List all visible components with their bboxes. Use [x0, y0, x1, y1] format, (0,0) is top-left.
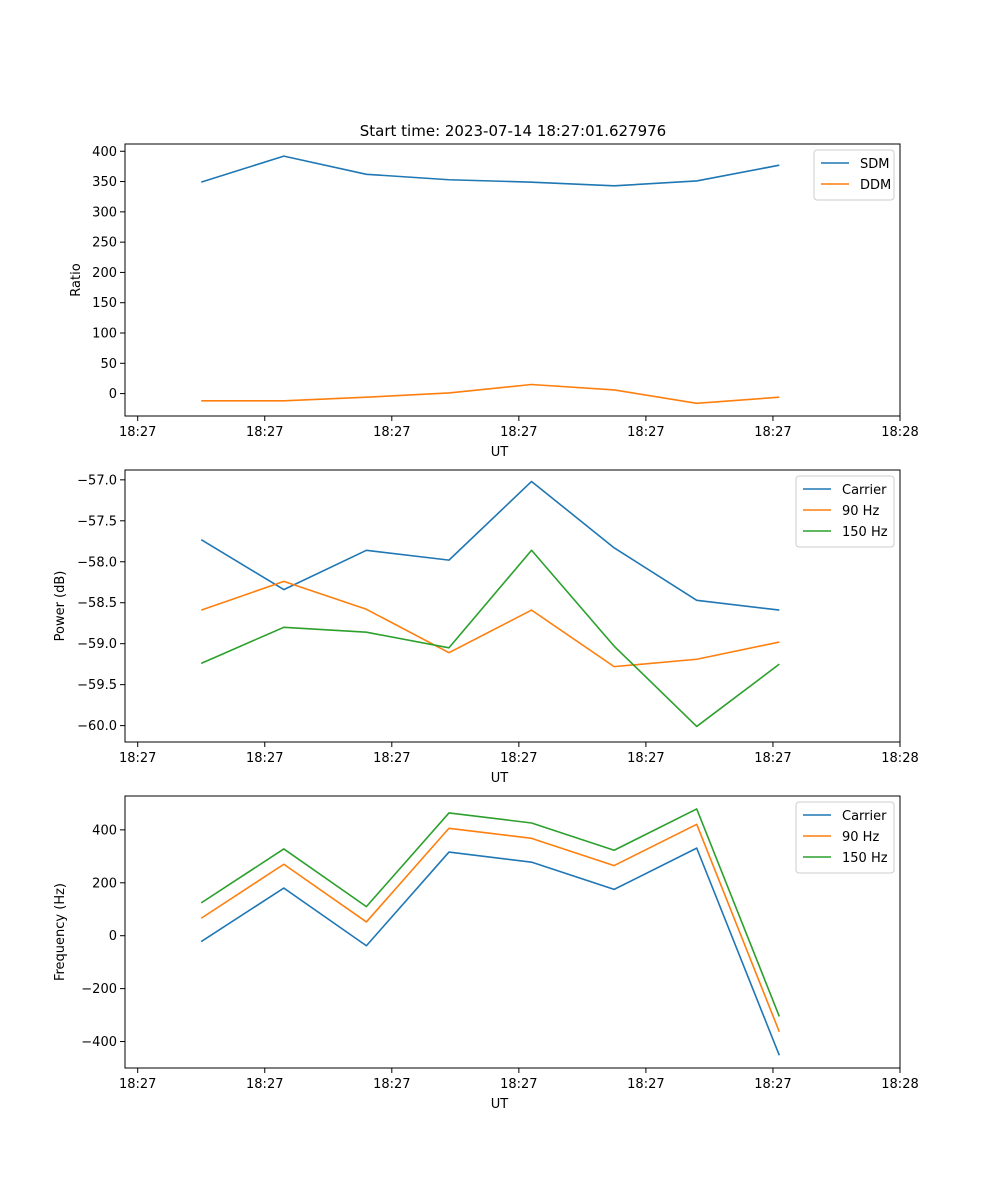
x-axis-label: UT	[491, 771, 509, 786]
x-tick-label: 18:27	[627, 1077, 664, 1092]
x-axis-label: UT	[491, 1097, 509, 1112]
x-tick-label: 18:27	[754, 751, 791, 766]
y-tick-label: −400	[81, 1035, 117, 1050]
legend-label: 90 Hz	[842, 830, 879, 845]
y-tick-label: −200	[81, 982, 117, 997]
series-line-150-hz	[200, 808, 781, 1017]
y-tick-label: 100	[92, 327, 117, 342]
y-tick-label: −58.0	[77, 555, 117, 570]
series-line-carrier	[200, 480, 780, 611]
plot-frame	[124, 143, 901, 417]
series-line-sdm	[200, 155, 780, 187]
y-axis-label: Frequency (Hz)	[53, 883, 68, 981]
x-tick-label: 18:27	[246, 425, 283, 440]
plot-frame	[124, 795, 901, 1069]
figure-title: Start time: 2023-07-14 18:27:01.627976	[360, 122, 666, 140]
legend: SDM DDM	[813, 149, 895, 201]
legend: Carrier 90 Hz 150 Hz	[795, 801, 895, 874]
series-line-150-hz	[200, 549, 780, 728]
chart-panel-1: 18:27 18:27 18:27 18:27 18:27 18:27 18:28 0 50 10…	[69, 143, 919, 460]
y-tick-label: 250	[92, 236, 117, 251]
legend-box	[795, 801, 895, 874]
y-tick-label: 50	[100, 357, 117, 372]
x-tick-label: 18:27	[754, 425, 791, 440]
y-tick-label: 200	[92, 266, 117, 281]
x-tick-label: 18:27	[500, 1077, 537, 1092]
x-tick-label: 18:27	[373, 1077, 410, 1092]
y-tick-label: −60.0	[77, 719, 117, 734]
y-tick-label: 350	[92, 175, 117, 190]
x-tick-label: 18:27	[246, 1077, 283, 1092]
legend-box	[795, 475, 895, 548]
x-tick-label: 18:27	[373, 751, 410, 766]
y-tick-label: 400	[92, 823, 117, 838]
y-tick-label: −58.5	[77, 596, 117, 611]
y-tick-label: 300	[92, 205, 117, 220]
x-tick-label: 18:27	[119, 425, 156, 440]
y-axis-label: Power (dB)	[53, 571, 68, 642]
y-tick-label: −57.5	[77, 514, 117, 529]
series-line-90-hz	[200, 580, 780, 668]
x-tick-label: 18:27	[754, 1077, 791, 1092]
y-tick-label: 150	[92, 296, 117, 311]
x-tick-label: 18:27	[246, 751, 283, 766]
x-axis-label: UT	[491, 445, 509, 460]
legend-label: 150 Hz	[842, 525, 888, 540]
legend-label: 150 Hz	[842, 851, 888, 866]
x-tick-label: 18:28	[881, 751, 918, 766]
chart-panel-2: 18:27 18:27 18:27 18:27 18:27 18:27 18:28 −60.0…	[53, 469, 919, 786]
x-tick-label: 18:27	[500, 425, 537, 440]
x-tick-label: 18:28	[881, 425, 918, 440]
y-tick-label: 0	[109, 387, 117, 402]
y-tick-label: 0	[109, 929, 117, 944]
x-tick-label: 18:27	[119, 751, 156, 766]
series-line-90-hz	[200, 823, 781, 1033]
y-tick-label: −57.0	[77, 473, 117, 488]
x-tick-label: 18:27	[119, 1077, 156, 1092]
y-tick-label: −59.5	[77, 678, 117, 693]
legend-label: Carrier	[842, 483, 887, 498]
x-tick-label: 18:27	[500, 751, 537, 766]
x-tick-label: 18:27	[373, 425, 410, 440]
legend-label: DDM	[860, 178, 891, 193]
y-tick-label: 400	[92, 145, 117, 160]
x-tick-label: 18:27	[627, 425, 664, 440]
y-tick-label: 200	[92, 876, 117, 891]
plot-frame	[124, 469, 901, 743]
legend-label: 90 Hz	[842, 504, 879, 519]
series-line-ddm	[201, 383, 780, 405]
x-tick-label: 18:27	[627, 751, 664, 766]
chart-panel-3: 18:27 18:27 18:27 18:27 18:27 18:27 18:28 −400 −…	[53, 795, 919, 1112]
x-tick-label: 18:28	[881, 1077, 918, 1092]
y-axis-label: Ratio	[69, 263, 84, 296]
y-tick-label: −59.0	[77, 637, 117, 652]
legend-label: Carrier	[842, 809, 887, 824]
legend: Carrier 90 Hz 150 Hz	[795, 475, 895, 548]
series-line-carrier	[200, 847, 781, 1056]
legend-label: SDM	[860, 157, 889, 172]
